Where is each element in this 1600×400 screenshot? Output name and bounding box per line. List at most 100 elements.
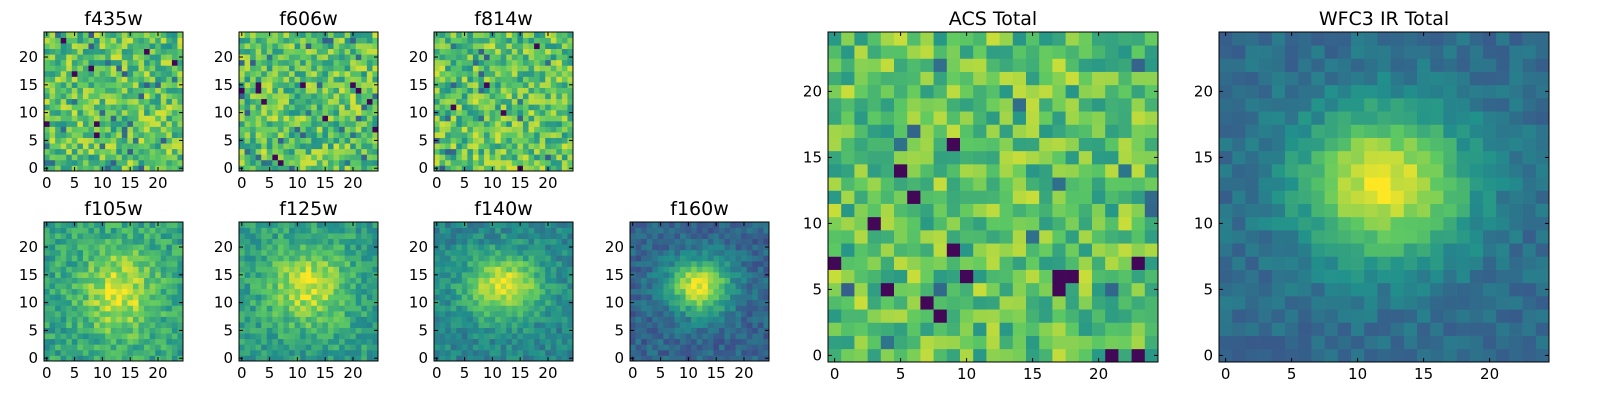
heatmap-cell [372,338,379,345]
heatmap-cell [663,349,670,356]
heatmap-cell [289,54,295,61]
heatmap-cell [713,266,720,273]
heatmap-cell [55,165,62,172]
heatmap-cell [1131,230,1146,244]
heatmap-cell [456,159,463,166]
heatmap-cell [344,338,351,345]
heatmap-cell [160,120,167,127]
heatmap-cell [854,309,868,323]
heatmap-cell [361,294,368,301]
heatmap-cell [110,277,117,284]
heatmap-cell [434,255,440,262]
heatmap-cell [333,159,340,166]
heatmap-cell [550,222,557,228]
heatmap-cell [138,260,145,267]
heatmap-cell [556,272,563,278]
heatmap-cell [250,299,257,306]
heatmap-cell [350,48,357,55]
heatmap-cell [244,222,251,228]
heatmap-cell [344,222,351,228]
heatmap-cell [528,143,535,150]
heatmap-cell [289,355,295,362]
heatmap-cell [361,327,368,334]
heatmap-cell [641,238,648,245]
heatmap-cell [160,283,167,290]
heatmap-cell [461,333,468,340]
heatmap-cell [289,82,295,88]
heatmap-cell [1026,190,1040,204]
heatmap-cell [166,338,173,345]
heatmap-cell [495,233,502,240]
heatmap-cell [166,349,173,356]
heatmap-cell [1118,322,1132,336]
heatmap-cell [116,37,123,44]
heatmap-cell [88,255,95,262]
heatmap-cell [973,335,987,350]
x-tick-label: 5 [70,364,80,382]
panel-title: f606w [279,8,338,30]
heatmap-cell [663,327,670,334]
heatmap-cell [255,299,262,306]
heatmap-cell [696,288,703,295]
heatmap-cell [522,148,529,155]
heatmap-cell [82,266,89,273]
heatmap-cell [305,327,312,334]
y-tick-label: 10 [409,104,428,122]
heatmap-cell [300,37,307,44]
heatmap-cell [841,296,855,310]
heatmap-cell [350,37,357,44]
heatmap-cell [854,256,868,270]
heatmap-cell [534,148,540,155]
heatmap-cell [55,349,62,356]
heatmap-cell [144,159,150,166]
heatmap-cell [561,154,568,161]
heatmap-cell [171,137,178,144]
heatmap-cell [132,132,139,138]
heatmap-cell [333,70,340,77]
heatmap-cell [456,120,463,127]
heatmap-cell [344,255,351,262]
heatmap-cell [561,277,568,284]
heatmap-cell [1039,216,1053,231]
heatmap-cell [94,344,100,351]
heatmap-cell [55,154,62,161]
heatmap-cell [121,222,128,228]
heatmap-cell [77,327,84,334]
heatmap-cell [668,244,675,251]
heatmap-cell [138,283,145,290]
heatmap-cell [696,310,703,317]
heatmap-cell [355,249,362,256]
heatmap-cell [289,109,295,116]
heatmap-cell [82,283,89,290]
heatmap-cell [155,288,162,295]
heatmap-cell [177,222,184,228]
heatmap-cell [517,322,524,328]
heatmap-cell [110,87,117,94]
heatmap-cell [177,260,184,267]
heatmap-cell [854,335,868,350]
heatmap-cell [71,109,78,116]
heatmap-cell [652,310,659,317]
heatmap-cell [77,159,84,166]
heatmap-cell [244,344,251,351]
heatmap-cell [641,310,648,317]
heatmap-cell [266,93,273,100]
heatmap-cell [239,283,245,290]
heatmap-cell [121,294,128,301]
heatmap-cell [60,244,67,251]
heatmap-cell [82,65,89,72]
heatmap-cell [500,249,507,256]
heatmap-cell [495,349,502,356]
heatmap-cell [344,238,351,245]
heatmap-cell [277,93,284,100]
heatmap-cell [1118,282,1132,297]
heatmap-cell [127,333,134,340]
heatmap-cell [366,132,373,138]
heatmap-cell [567,154,574,161]
heatmap-cell [121,238,128,245]
heatmap-cell [355,48,362,55]
heatmap-cell [550,98,557,105]
heatmap-cell [550,54,557,61]
heatmap-cell [657,277,664,284]
heatmap-cell [472,87,479,94]
